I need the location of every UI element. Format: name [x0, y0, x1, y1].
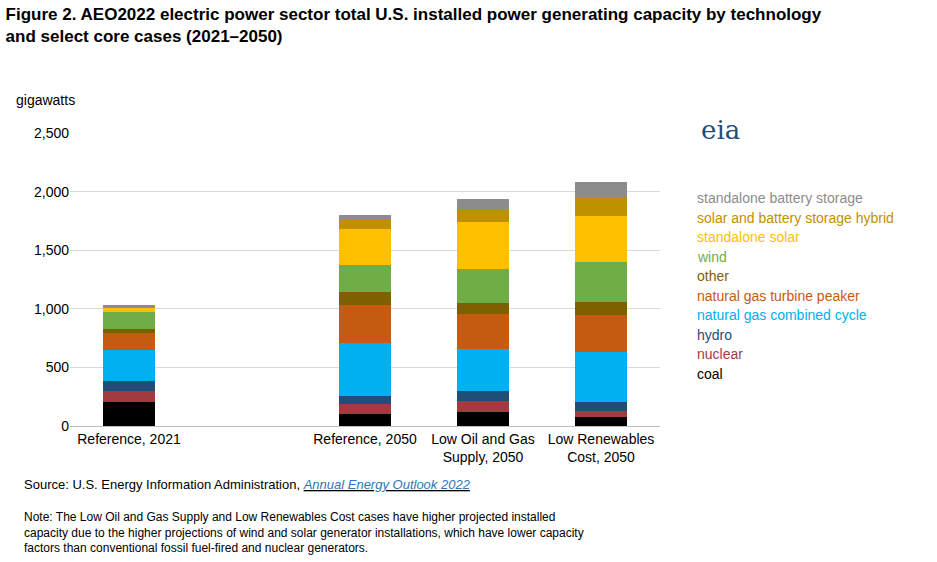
svg-text:Source: U.S. Energy Informatio: Source: U.S. Energy Information Administ…	[24, 477, 471, 492]
svg-text:wind: wind	[697, 249, 727, 265]
svg-text:Note: The Low Oil and Gas Supp: Note: The Low Oil and Gas Supply and Low…	[24, 510, 584, 555]
svg-text:2,500: 2,500	[34, 125, 69, 141]
svg-text:nuclear: nuclear	[697, 346, 743, 362]
svg-text:other: other	[697, 268, 729, 284]
svg-text:Reference, 2021: Reference, 2021	[77, 431, 181, 447]
svg-text:standalone battery storage: standalone battery storage	[697, 190, 863, 206]
svg-text:gigawatts: gigawatts	[16, 92, 75, 108]
svg-text:1,000: 1,000	[34, 301, 69, 317]
svg-text:standalone solar: standalone solar	[697, 229, 800, 245]
svg-text:Low Oil and GasSupply, 2050: Low Oil and GasSupply, 2050	[431, 431, 535, 465]
svg-text:natural gas turbine peaker: natural gas turbine peaker	[697, 288, 860, 304]
svg-text:0: 0	[61, 418, 69, 434]
svg-text:Reference, 2050: Reference, 2050	[313, 431, 417, 447]
svg-text:natural gas combined cycle: natural gas combined cycle	[697, 307, 867, 323]
svg-text:Low RenewablesCost, 2050: Low RenewablesCost, 2050	[548, 431, 655, 465]
svg-text:eia: eia	[701, 115, 740, 145]
svg-text:Figure 2. AEO2022 electric pow: Figure 2. AEO2022 electric power sector …	[6, 5, 822, 46]
svg-text:500: 500	[46, 359, 70, 375]
svg-text:hydro: hydro	[697, 327, 732, 343]
svg-text:2,000: 2,000	[34, 184, 69, 200]
svg-text:solar and battery storage hybr: solar and battery storage hybrid	[697, 210, 894, 226]
svg-text:coal: coal	[697, 366, 723, 382]
svg-text:1,500: 1,500	[34, 242, 69, 258]
